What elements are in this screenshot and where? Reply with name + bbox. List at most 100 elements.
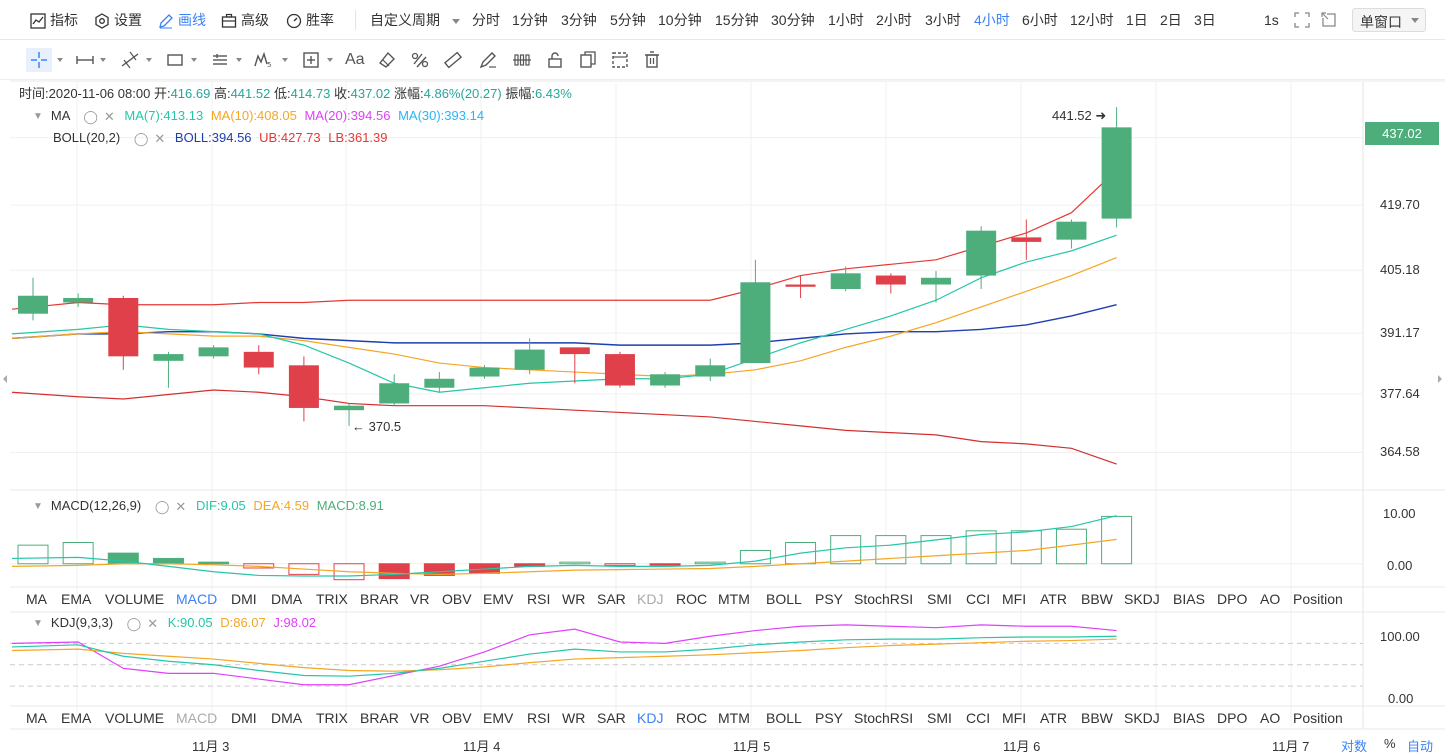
period-8[interactable]: 2小时 [876, 12, 912, 28]
tab-vr[interactable]: VR [410, 710, 430, 726]
settings-button[interactable]: 设置 [94, 11, 142, 30]
trend-line-icon[interactable] [120, 50, 140, 70]
tab-vr[interactable]: VR [410, 591, 430, 607]
tab-rsi[interactable]: RSI [527, 710, 551, 726]
right-collapse-handle[interactable] [1437, 370, 1443, 388]
horizontal-ray-icon[interactable] [75, 50, 95, 70]
settings-icon[interactable]: ◯ [126, 615, 142, 631]
hide-icon[interactable] [610, 50, 630, 70]
tab-brar[interactable]: BRAR [360, 591, 399, 607]
tab-ma[interactable]: MA [26, 710, 47, 726]
tab-kdj[interactable]: KDJ [637, 591, 664, 607]
tab-psy[interactable]: PSY [815, 591, 844, 607]
fullscreen-icon[interactable] [1294, 12, 1310, 33]
tab-dmi[interactable]: DMI [231, 591, 257, 607]
period-6[interactable]: 30分钟 [771, 12, 815, 28]
parallel-lines-icon[interactable] [210, 50, 230, 70]
advanced-button[interactable]: 高级 [221, 11, 269, 29]
tab-macd[interactable]: MACD [176, 710, 218, 726]
chevron-down-icon[interactable] [236, 58, 242, 62]
measure-icon[interactable] [301, 50, 321, 70]
tab-ao[interactable]: AO [1260, 591, 1281, 607]
tab-atr[interactable]: ATR [1040, 591, 1067, 607]
log-scale-toggle[interactable]: 对数 [1341, 739, 1368, 754]
tab-ema[interactable]: EMA [61, 591, 92, 607]
draw-button[interactable]: 画线 [158, 11, 206, 29]
candle-tool-icon[interactable] [512, 50, 532, 70]
tab-brar[interactable]: BRAR [360, 710, 399, 726]
tab-trix[interactable]: TRIX [316, 710, 348, 726]
tab-dpo[interactable]: DPO [1217, 710, 1248, 726]
tab-dmi[interactable]: DMI [231, 710, 257, 726]
period-14[interactable]: 2日 [1160, 12, 1182, 28]
period-7[interactable]: 1小时 [828, 12, 864, 28]
crosshair-tool[interactable] [26, 48, 52, 72]
tab-roc[interactable]: ROC [676, 591, 708, 607]
winrate-button[interactable]: 胜率 [286, 11, 334, 29]
tab-stochrsi[interactable]: StochRSI [854, 591, 914, 607]
tab-position[interactable]: Position [1293, 710, 1343, 726]
refresh-rate[interactable]: 1s [1264, 11, 1279, 29]
period-5[interactable]: 15分钟 [715, 12, 759, 28]
tab-boll[interactable]: BOLL [766, 591, 802, 607]
tab-cci[interactable]: CCI [966, 591, 991, 607]
tab-emv[interactable]: EMV [483, 591, 514, 607]
tab-dma[interactable]: DMA [271, 710, 303, 726]
brush-icon[interactable] [478, 50, 498, 70]
copy-icon[interactable] [578, 50, 598, 70]
chevron-down-icon[interactable] [191, 58, 197, 62]
auto-scale-toggle[interactable]: 自动 [1407, 739, 1434, 754]
settings-icon[interactable]: ◯ [133, 130, 149, 146]
period-9[interactable]: 3小时 [925, 12, 961, 28]
tab-smi[interactable]: SMI [927, 710, 952, 726]
tab-macd[interactable]: MACD [176, 591, 218, 607]
tab-emv[interactable]: EMV [483, 710, 514, 726]
period-4[interactable]: 10分钟 [658, 12, 702, 28]
period-13[interactable]: 1日 [1126, 12, 1148, 28]
close-icon[interactable]: ✕ [154, 130, 166, 146]
tab-skdj[interactable]: SKDJ [1124, 710, 1160, 726]
close-icon[interactable]: ✕ [175, 498, 187, 514]
tab-sar[interactable]: SAR [597, 591, 626, 607]
tab-atr[interactable]: ATR [1040, 710, 1067, 726]
tab-ma[interactable]: MA [26, 591, 47, 607]
tab-sar[interactable]: SAR [597, 710, 626, 726]
tab-trix[interactable]: TRIX [316, 591, 348, 607]
tab-mtm[interactable]: MTM [718, 591, 750, 607]
tab-smi[interactable]: SMI [927, 591, 952, 607]
chevron-down-icon[interactable] [327, 58, 333, 62]
tab-position[interactable]: Position [1293, 591, 1343, 607]
chevron-down-icon[interactable] [57, 58, 63, 62]
percent-scale-toggle[interactable]: % [1384, 736, 1396, 751]
tab-kdj[interactable]: KDJ [637, 710, 664, 726]
close-icon[interactable]: ✕ [147, 615, 159, 631]
ruler-icon[interactable] [443, 50, 463, 70]
period-15[interactable]: 3日 [1194, 12, 1216, 28]
tab-roc[interactable]: ROC [676, 710, 708, 726]
wave-icon[interactable]: 5 [254, 50, 274, 70]
chevron-down-icon[interactable] [146, 58, 152, 62]
period-3[interactable]: 5分钟 [610, 12, 646, 28]
chevron-down-icon[interactable] [100, 58, 106, 62]
tab-ema[interactable]: EMA [61, 710, 92, 726]
collapse-icon[interactable]: ▼ [33, 110, 43, 122]
period-10[interactable]: 4小时 [974, 12, 1010, 28]
delete-icon[interactable] [642, 50, 662, 70]
magnet-icon[interactable] [410, 50, 430, 70]
chevron-down-icon[interactable] [282, 58, 288, 62]
tab-wr[interactable]: WR [562, 710, 586, 726]
eraser-icon[interactable] [377, 50, 397, 70]
tab-mtm[interactable]: MTM [718, 710, 750, 726]
tab-obv[interactable]: OBV [442, 591, 472, 607]
window-mode-select[interactable]: 单窗口 [1352, 8, 1426, 32]
tab-bbw[interactable]: BBW [1081, 710, 1113, 726]
lock-icon[interactable] [545, 50, 565, 70]
text-icon[interactable]: Aa [345, 51, 365, 68]
tab-psy[interactable]: PSY [815, 710, 844, 726]
tab-mfi[interactable]: MFI [1002, 710, 1027, 726]
rectangle-icon[interactable] [165, 50, 185, 70]
tab-skdj[interactable]: SKDJ [1124, 591, 1160, 607]
tab-bias[interactable]: BIAS [1173, 710, 1205, 726]
period-12[interactable]: 12小时 [1070, 12, 1114, 28]
collapse-icon[interactable]: ▼ [33, 617, 43, 629]
